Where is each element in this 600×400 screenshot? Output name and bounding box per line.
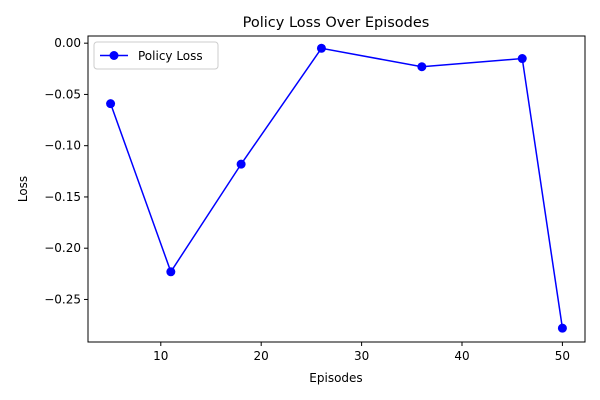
data-point [166, 267, 176, 277]
data-point [236, 159, 246, 169]
x-axis-label: Episodes [309, 371, 362, 385]
chart-title: Policy Loss Over Episodes [243, 15, 430, 31]
y-tick-label: −0.05 [44, 87, 81, 101]
data-point [106, 99, 116, 109]
data-point [316, 43, 326, 53]
y-tick-label: −0.10 [44, 139, 81, 153]
y-tick-label: −0.25 [44, 292, 81, 306]
y-tick-label: −0.15 [44, 190, 81, 204]
x-tick-label: 50 [555, 349, 570, 363]
y-tick-label: −0.20 [44, 241, 81, 255]
x-tick-label: 40 [454, 349, 469, 363]
data-point [417, 62, 427, 72]
axes-frame [87, 35, 586, 343]
plot-area [106, 43, 567, 333]
x-tick-label: 30 [354, 349, 369, 363]
x-axis: 10 20 30 40 50 [153, 342, 570, 363]
data-point [557, 323, 567, 333]
x-tick-label: 10 [153, 349, 168, 363]
legend-label: Policy Loss [138, 49, 203, 63]
data-point [517, 54, 527, 64]
x-tick-label: 20 [254, 349, 269, 363]
y-tick-label: 0.00 [54, 36, 81, 50]
y-axis: 0.00 −0.05 −0.10 −0.15 −0.20 −0.25 [44, 36, 88, 306]
y-axis-label: Loss [16, 176, 30, 202]
legend: Policy Loss [93, 41, 219, 70]
legend-marker-swatch [109, 51, 119, 60]
legend-box [93, 41, 219, 70]
